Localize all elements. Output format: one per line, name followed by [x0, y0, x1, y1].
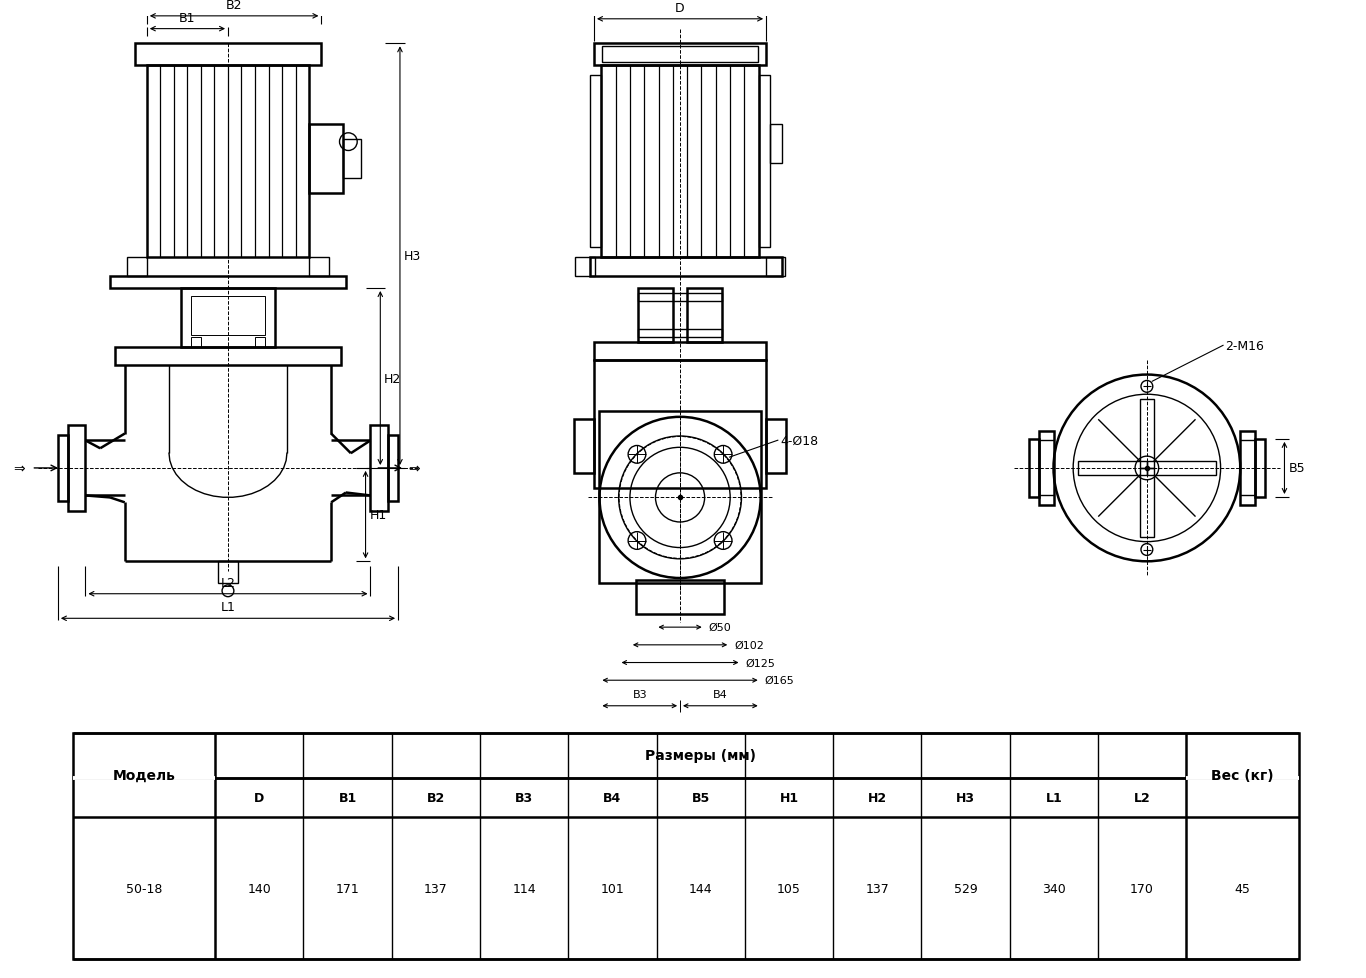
- Bar: [309, 257, 329, 277]
- Text: B3: B3: [515, 791, 533, 804]
- Text: B5: B5: [691, 791, 710, 804]
- Bar: [1255, 439, 1265, 498]
- Text: B4: B4: [604, 791, 622, 804]
- Bar: [766, 420, 785, 473]
- Text: 529: 529: [953, 882, 978, 895]
- Text: 137: 137: [423, 882, 448, 895]
- Text: H2: H2: [867, 791, 887, 804]
- Text: H2: H2: [384, 372, 402, 385]
- Bar: [1147, 461, 1216, 476]
- Bar: [1139, 468, 1154, 537]
- Bar: [594, 44, 766, 66]
- Text: ⇒: ⇒: [12, 462, 25, 475]
- Text: L1: L1: [220, 600, 235, 614]
- Text: 144: 144: [688, 882, 713, 895]
- Text: Ø125: Ø125: [746, 658, 776, 668]
- Bar: [574, 420, 594, 473]
- Bar: [148, 66, 309, 257]
- Bar: [594, 342, 766, 361]
- Bar: [770, 125, 783, 164]
- Bar: [590, 75, 601, 247]
- Bar: [594, 361, 766, 488]
- Text: 105: 105: [777, 882, 800, 895]
- Bar: [388, 435, 398, 502]
- Bar: [590, 257, 783, 277]
- Bar: [111, 277, 346, 289]
- Bar: [343, 140, 361, 179]
- Text: H3: H3: [956, 791, 975, 804]
- Text: 50-18: 50-18: [126, 882, 163, 895]
- Bar: [309, 125, 343, 194]
- Text: B5: B5: [1288, 462, 1305, 475]
- Text: D: D: [675, 2, 684, 15]
- Text: H1: H1: [369, 509, 387, 521]
- Bar: [638, 293, 721, 301]
- Text: L2: L2: [220, 576, 235, 589]
- Bar: [115, 348, 342, 366]
- Text: Размеры (мм): Размеры (мм): [645, 748, 757, 763]
- Text: 101: 101: [601, 882, 624, 895]
- Text: B3: B3: [632, 689, 647, 699]
- Bar: [191, 337, 201, 348]
- Bar: [68, 425, 86, 511]
- Text: 2-M16: 2-M16: [1225, 339, 1265, 352]
- Bar: [1078, 461, 1147, 476]
- Bar: [1038, 431, 1053, 506]
- Bar: [72, 734, 1299, 959]
- Text: B1: B1: [179, 12, 195, 24]
- Bar: [638, 289, 672, 342]
- Text: 114: 114: [512, 882, 535, 895]
- Bar: [575, 257, 594, 277]
- Text: B1: B1: [339, 791, 357, 804]
- Text: D: D: [254, 791, 265, 804]
- Bar: [687, 289, 721, 342]
- Text: Модель: Модель: [112, 769, 175, 782]
- Bar: [602, 47, 758, 63]
- Text: 4-Ø18: 4-Ø18: [780, 434, 818, 447]
- Bar: [1240, 431, 1255, 506]
- Text: Вес (кг): Вес (кг): [1212, 769, 1274, 782]
- Text: L1: L1: [1045, 791, 1063, 804]
- Text: Ø50: Ø50: [709, 623, 731, 633]
- Text: 137: 137: [865, 882, 889, 895]
- Bar: [57, 435, 68, 502]
- Text: B2: B2: [225, 0, 242, 12]
- Bar: [598, 412, 761, 584]
- Bar: [191, 296, 265, 335]
- Bar: [135, 44, 321, 66]
- Bar: [127, 257, 148, 277]
- Text: 340: 340: [1042, 882, 1065, 895]
- Bar: [638, 330, 721, 337]
- Text: B2: B2: [426, 791, 445, 804]
- Text: Ø102: Ø102: [734, 641, 764, 650]
- Bar: [255, 337, 265, 348]
- Text: B4: B4: [713, 689, 728, 699]
- Text: 170: 170: [1130, 882, 1154, 895]
- Text: L2: L2: [1134, 791, 1150, 804]
- Text: 140: 140: [247, 882, 272, 895]
- Text: 171: 171: [336, 882, 359, 895]
- Text: H3: H3: [404, 250, 421, 263]
- Bar: [601, 66, 758, 257]
- Text: 45: 45: [1235, 882, 1251, 895]
- Bar: [765, 257, 785, 277]
- Text: H1: H1: [780, 791, 799, 804]
- Bar: [1139, 400, 1154, 468]
- Bar: [758, 75, 770, 247]
- Text: Ø165: Ø165: [765, 676, 794, 686]
- Bar: [370, 425, 388, 511]
- Bar: [219, 561, 238, 583]
- Bar: [182, 289, 275, 348]
- Bar: [1029, 439, 1038, 498]
- Text: ⇒: ⇒: [408, 462, 419, 475]
- Bar: [635, 580, 724, 615]
